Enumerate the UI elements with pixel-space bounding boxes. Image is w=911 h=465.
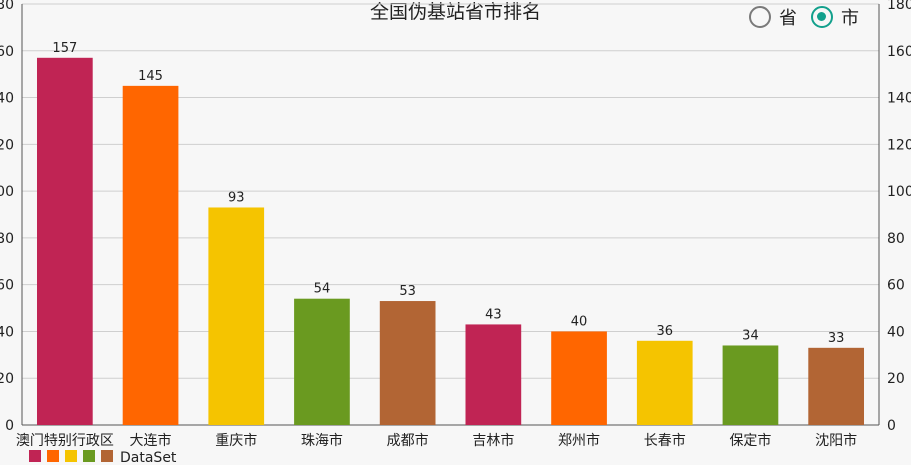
- y-tick-label-left: 140: [0, 91, 14, 107]
- bar: [722, 345, 779, 425]
- y-tick-label-right: 140: [887, 91, 911, 107]
- legend-label: DataSet: [120, 450, 177, 465]
- bar-value-label: 34: [742, 328, 759, 343]
- bar: [36, 57, 93, 426]
- bar: [208, 207, 265, 425]
- x-tick-label: 重庆市: [215, 432, 257, 449]
- x-tick-label: 沈阳市: [815, 432, 857, 449]
- y-tick-label-right: 20: [887, 371, 905, 387]
- bar-value-label: 93: [228, 190, 245, 205]
- y-tick-label-right: 160: [887, 44, 911, 60]
- bar: [122, 85, 179, 425]
- bar-value-label: 157: [52, 41, 77, 56]
- y-tick-label-left: 60: [0, 278, 14, 294]
- bar-value-label: 53: [399, 284, 416, 299]
- x-tick-label: 珠海市: [301, 432, 343, 449]
- bar: [808, 347, 865, 425]
- bar-value-label: 145: [138, 69, 163, 84]
- legend-swatch: [65, 450, 77, 462]
- x-tick-label: 郑州市: [558, 432, 600, 449]
- legend-swatch: [83, 450, 95, 462]
- y-tick-label-right: 0: [887, 418, 896, 434]
- y-tick-label-right: 180: [887, 0, 911, 13]
- bar-value-label: 40: [571, 314, 588, 329]
- x-tick-label: 大连市: [130, 432, 172, 449]
- x-tick-label: 长春市: [644, 432, 686, 449]
- bar: [636, 340, 693, 425]
- x-tick-label: 澳门特别行政区: [16, 433, 114, 449]
- y-tick-label-left: 100: [0, 184, 14, 200]
- bar: [294, 298, 350, 425]
- bar: [379, 301, 436, 425]
- radio-province[interactable]: 省: [749, 4, 803, 30]
- y-tick-label-left: 40: [0, 324, 14, 340]
- y-tick-label-left: 0: [5, 418, 14, 434]
- y-tick-label-left: 160: [0, 44, 14, 60]
- y-tick-label-right: 60: [887, 278, 905, 294]
- y-tick-label-right: 40: [887, 324, 905, 340]
- y-tick-label-right: 80: [887, 231, 905, 247]
- x-tick-label: 吉林市: [472, 432, 514, 449]
- radio-province-label: 省: [779, 8, 797, 29]
- y-tick-label-left: 120: [0, 137, 14, 153]
- radio-province-circle[interactable]: [749, 6, 771, 28]
- bar-value-label: 33: [828, 331, 845, 346]
- legend-swatch: [29, 450, 41, 462]
- radio-city[interactable]: 市: [811, 4, 865, 30]
- y-tick-label-right: 120: [887, 137, 911, 153]
- chart-title: 全国伪基站省市排名: [369, 1, 541, 23]
- bar-value-label: 54: [314, 282, 331, 297]
- bar-value-label: 36: [656, 324, 673, 339]
- radio-city-label: 市: [841, 8, 859, 29]
- y-tick-label-left: 80: [0, 231, 14, 247]
- legend-swatch: [47, 450, 59, 462]
- bar: [551, 331, 607, 425]
- legend-swatch: [101, 450, 113, 462]
- radio-city-circle[interactable]: [811, 6, 833, 28]
- y-tick-label-left: 20: [0, 371, 14, 387]
- y-tick-label-left: 180: [0, 0, 14, 13]
- bar: [465, 324, 522, 425]
- province-city-toggle: 省 市: [749, 4, 865, 30]
- x-tick-label: 保定市: [729, 432, 771, 449]
- y-tick-label-right: 100: [887, 184, 911, 200]
- bar-value-label: 43: [485, 307, 502, 322]
- x-tick-label: 成都市: [387, 432, 429, 449]
